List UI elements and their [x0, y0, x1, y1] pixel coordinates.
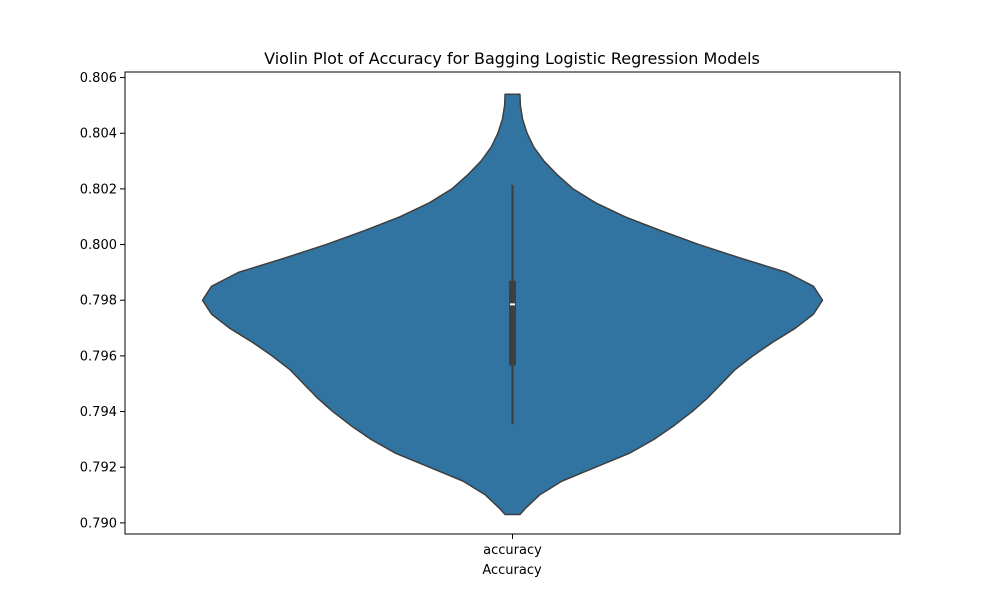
- y-axis: 0.790 0.792 0.794 0.796 0.798 0.800 0.802 0.804…: [80, 71, 125, 531]
- violin-iqr-box: [509, 280, 516, 366]
- y-tick-label: 0.792: [80, 461, 117, 476]
- y-tick-label: 0.800: [80, 238, 117, 253]
- y-tick-label: 0.804: [80, 127, 117, 142]
- chart-title: Violin Plot of Accuracy for Bagging Logi…: [264, 49, 760, 68]
- y-tick-label: 0.796: [80, 349, 117, 364]
- x-axis-label: Accuracy: [482, 563, 542, 578]
- x-axis: accuracy: [483, 534, 542, 558]
- y-tick-label: 0.806: [80, 71, 117, 86]
- y-tick-label: 0.794: [80, 405, 117, 420]
- y-tick-label: 0.790: [80, 516, 117, 531]
- x-tick-label: accuracy: [483, 543, 542, 558]
- y-tick-label: 0.802: [80, 182, 117, 197]
- plot-area: [201, 93, 824, 516]
- y-tick-label: 0.798: [80, 294, 117, 309]
